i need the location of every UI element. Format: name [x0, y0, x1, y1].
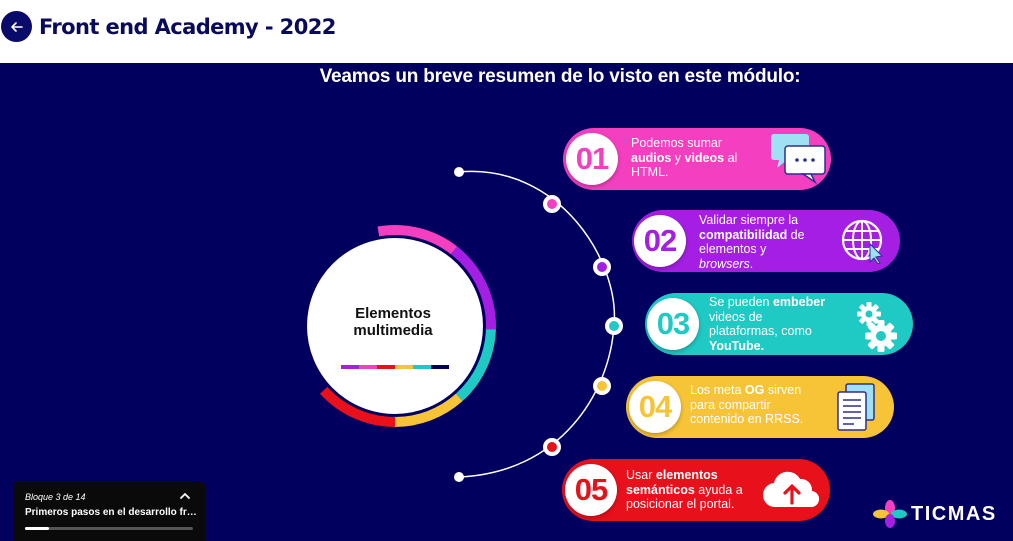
summary-card-03: 03 Se pueden embeber videos de plataformas… — [645, 293, 913, 355]
page-title: Front end Academy - 2022 — [39, 15, 336, 39]
connector-dot-core — [597, 262, 607, 272]
documents-icon — [834, 380, 878, 439]
color-strip-segment — [377, 365, 395, 369]
ticmas-logo: TICMAS — [873, 499, 997, 529]
summary-card-02: 02 Validar siempre la compatibilidad de el… — [632, 210, 900, 272]
summary-card-01: 01 Podemos sumar audios y videos al HTML. — [563, 128, 831, 190]
card-text: Podemos sumar audios y videos al HTML. — [631, 136, 738, 179]
summary-card-04: 04 Los meta OG sirven para compartir conte… — [626, 376, 894, 438]
cloud-upload-icon — [762, 469, 822, 516]
connector-dot-core — [547, 199, 557, 209]
color-strip-segment — [413, 365, 431, 369]
globe-icon — [840, 218, 890, 269]
center-ring — [319, 225, 496, 427]
progress-bar — [25, 527, 193, 530]
card-number: 03 — [647, 298, 699, 350]
module-title: Primeros pasos en el desarrollo fro... — [25, 507, 197, 518]
card-text: Usar elementos semánticos ayuda a posicion… — [626, 468, 743, 511]
slide-heading: Veamos un breve resumen de lo visto en e… — [319, 66, 801, 87]
ticmas-logo-icon — [873, 500, 907, 528]
block-counter: Bloque 3 de 14 — [25, 492, 86, 502]
connector-dot-core — [609, 321, 619, 331]
back-button[interactable] — [1, 11, 32, 42]
progress-widget[interactable]: Bloque 3 de 14 Primeros pasos en el desa… — [13, 482, 205, 541]
color-strip-segment — [341, 365, 359, 369]
connector-end-dot — [454, 472, 464, 482]
card-number: 01 — [566, 133, 618, 185]
ring-segment — [450, 246, 496, 330]
chevron-up-icon[interactable] — [178, 489, 192, 503]
ring-segment — [394, 393, 463, 427]
ring-segment — [377, 225, 458, 255]
gears-icon — [851, 296, 903, 359]
color-strip — [341, 365, 449, 369]
center-label-line1: Elementos — [355, 305, 431, 322]
chat-bubbles-icon — [767, 132, 829, 191]
connector-dot-core — [597, 381, 607, 391]
connector-dot-core — [547, 442, 557, 452]
color-strip-segment — [395, 365, 413, 369]
card-number: 04 — [629, 381, 681, 433]
summary-card-05: 05 Usar elementos semánticos ayuda a posic… — [562, 459, 830, 521]
slide-stage: Veamos un breve resumen de lo visto en e… — [0, 63, 1013, 541]
brand-name: TICMAS — [911, 502, 997, 525]
ring-segment — [319, 386, 396, 427]
infographic-graphic — [307, 167, 623, 482]
card-text: Los meta OG sirven para compartir contenid… — [690, 383, 804, 426]
card-text: Se pueden embeber videos de plataformas, c… — [709, 295, 826, 353]
top-bar: Front end Academy - 2022 — [0, 0, 1013, 63]
center-label-line2: multimedia — [353, 322, 433, 339]
card-text: Validar siempre la compatibilidad de eleme… — [699, 213, 805, 271]
color-strip-segment — [431, 365, 449, 369]
card-number: 02 — [634, 215, 686, 267]
color-strip-segment — [359, 365, 377, 369]
card-number: 05 — [565, 464, 617, 516]
ring-segment — [455, 329, 496, 402]
connector-end-dot — [454, 167, 464, 177]
center-label: Elementos multimedia — [340, 305, 446, 339]
arrow-left-icon — [10, 21, 23, 32]
progress-bar-fill — [25, 527, 49, 530]
